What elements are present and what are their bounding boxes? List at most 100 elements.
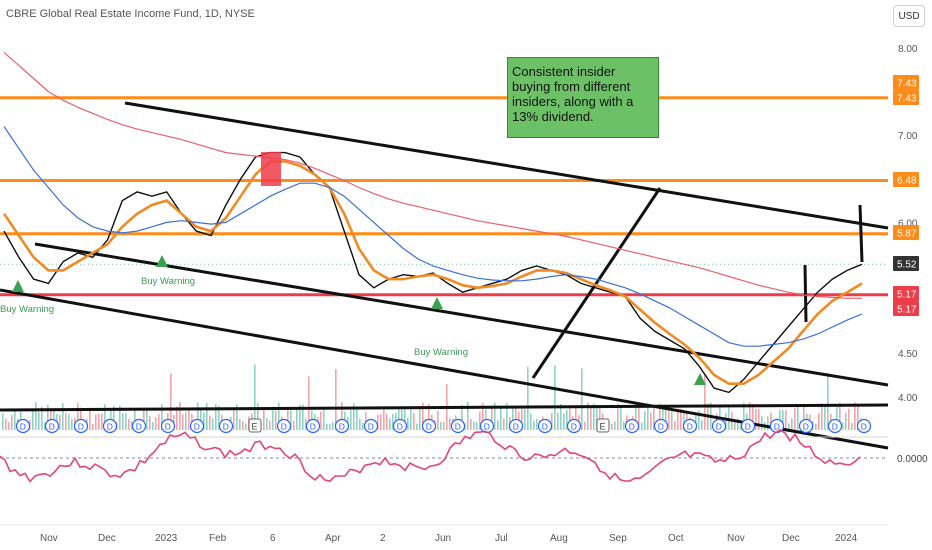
volume-bar xyxy=(158,414,160,430)
volume-bar xyxy=(323,409,325,430)
volume-bar xyxy=(671,411,673,430)
volume-bar xyxy=(818,413,820,430)
volume-bar xyxy=(386,413,388,430)
volume-bar xyxy=(356,409,358,430)
volume-bar xyxy=(650,412,652,430)
volume-bar xyxy=(293,420,295,430)
volume-bar xyxy=(551,412,553,430)
volume-bar xyxy=(635,404,637,430)
volume-bar xyxy=(392,413,394,430)
volume-bar xyxy=(443,422,445,430)
volume-bar xyxy=(563,413,565,430)
volume-bar xyxy=(242,421,244,430)
x-tick-label: Dec xyxy=(98,533,116,544)
series-line-0 xyxy=(3,151,863,394)
price-label-text: 5.17 xyxy=(897,290,917,301)
volume-bar xyxy=(854,402,856,430)
volume-bar xyxy=(305,418,307,430)
volume-bar xyxy=(278,402,280,430)
volume-bar xyxy=(782,409,784,430)
buy-triangle-icon xyxy=(156,255,168,267)
currency-button[interactable]: USD xyxy=(893,5,925,27)
volume-bar xyxy=(212,418,214,430)
buy-warning-label: Buy Warning xyxy=(414,347,468,358)
volume-bar xyxy=(587,402,589,430)
volume-bar xyxy=(857,404,859,430)
volume-bar xyxy=(131,420,133,430)
dividend-letter: D xyxy=(484,422,490,432)
dividend-letter: D xyxy=(629,422,635,432)
volume-bar xyxy=(236,404,238,430)
volume-bar xyxy=(476,421,478,430)
dividend-letter: D xyxy=(716,422,722,432)
volume-bar xyxy=(521,407,523,430)
volume-bar xyxy=(575,407,577,430)
dividend-icon xyxy=(160,418,176,434)
volume-bar xyxy=(698,410,700,430)
volume-bar xyxy=(65,413,67,430)
volume-bar xyxy=(326,423,328,430)
x-tick-label: 2023 xyxy=(155,533,178,544)
volume-bar xyxy=(704,373,706,430)
dividend-letter: D xyxy=(368,422,374,432)
volume-bar xyxy=(797,404,799,430)
volume-bar xyxy=(767,416,769,430)
buy-triangle-icon xyxy=(694,373,706,385)
volume-bar xyxy=(428,404,430,430)
volume-bar xyxy=(209,415,211,430)
volume-bar xyxy=(641,422,643,430)
dividend-icon xyxy=(131,418,147,434)
volume-bar xyxy=(617,404,619,430)
volume-bar xyxy=(803,405,805,430)
trendline xyxy=(858,204,864,263)
volume-bar xyxy=(668,411,670,430)
x-tick-label: Aug xyxy=(550,533,568,544)
volume-bar xyxy=(335,369,337,430)
volume-bar xyxy=(377,414,379,430)
volume-bar xyxy=(599,405,601,430)
volume-bar xyxy=(149,416,151,430)
volume-bar xyxy=(2,413,4,430)
volume-bar xyxy=(665,407,667,430)
volume-bar xyxy=(701,420,703,430)
price-label-tag xyxy=(893,256,919,271)
dividend-icon xyxy=(566,418,582,434)
volume-bar xyxy=(470,419,472,430)
axes: Nov Dec 2023 Feb 6 Apr 2 Jun Jul Aug Sep Oct Nov Dec 2… xyxy=(0,44,919,544)
dividend-letter: D xyxy=(20,422,26,432)
volume-bar xyxy=(401,407,403,430)
volume-bar xyxy=(341,402,343,430)
volume-bar xyxy=(755,409,757,430)
dividend-icon xyxy=(276,418,292,434)
volume-bar xyxy=(677,408,679,430)
volume-bar xyxy=(761,416,763,430)
dividend-icon xyxy=(421,418,437,434)
trendline xyxy=(34,242,889,387)
volume-bar xyxy=(554,365,556,430)
dividend-icon xyxy=(537,418,553,434)
dividend-icon xyxy=(508,418,524,434)
volume-bar xyxy=(95,414,97,430)
volume-bar xyxy=(449,418,451,430)
dividend-letter: D xyxy=(194,422,200,432)
earnings-letter: E xyxy=(600,422,606,432)
x-tick-label: Nov xyxy=(40,533,58,544)
x-tick-label: 2 xyxy=(380,533,386,544)
volume-bar xyxy=(560,403,562,430)
dividend-letter: D xyxy=(136,422,142,432)
annotation-note: Consistent insider buying from different… xyxy=(507,57,659,138)
volume-bar xyxy=(11,414,13,430)
volume-bar xyxy=(113,405,115,430)
volume-bar xyxy=(824,406,826,430)
volume-bar xyxy=(404,407,406,430)
volume-bar xyxy=(848,408,850,430)
volume-bar xyxy=(590,406,592,430)
volume-bar xyxy=(143,407,145,430)
dividend-letter: D xyxy=(165,422,171,432)
volume-bar xyxy=(215,404,217,430)
volume-bar xyxy=(437,411,439,430)
volume-bar xyxy=(275,411,277,430)
volume-bar xyxy=(125,413,127,430)
volume-bar xyxy=(737,418,739,430)
